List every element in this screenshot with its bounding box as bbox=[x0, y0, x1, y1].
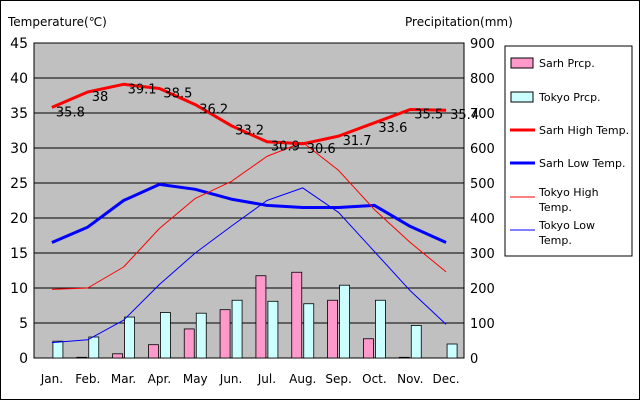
right-tick-labels: 0 100 200 300 400 500 600 700 800 900 bbox=[470, 37, 495, 367]
right-tick-4: 400 bbox=[470, 212, 495, 227]
data-label-sarh-high-6: 30.9 bbox=[271, 140, 300, 155]
right-tick-3: 300 bbox=[470, 247, 495, 262]
bar-sarh-prcp-6 bbox=[255, 275, 267, 359]
bar-tokyo-prcp-0 bbox=[52, 340, 64, 359]
right-tick-2: 200 bbox=[470, 282, 495, 297]
legend-swatch-0 bbox=[510, 57, 534, 69]
right-axis-title: Precipitation(mm) bbox=[405, 15, 513, 29]
legend-label-2: Sarh High Temp. bbox=[539, 124, 629, 137]
data-label-sarh-high-10: 35.5 bbox=[414, 108, 443, 123]
bar-tokyo-prcp-11 bbox=[446, 343, 458, 359]
right-tick-5: 500 bbox=[470, 177, 495, 192]
line-tokyo-high bbox=[51, 141, 447, 290]
left-tick-0: 0 bbox=[19, 351, 28, 367]
legend-label-4: Tokyo High Temp. bbox=[538, 186, 599, 214]
x-tick-9: Oct. bbox=[362, 372, 387, 386]
x-tick-labels: Jan. Feb. Mar. Apr. May Jun. Jul. Aug. Sep. Oct. N… bbox=[40, 372, 460, 386]
right-tick-7: 700 bbox=[470, 107, 495, 122]
legend-label-0: Sarh Prcp. bbox=[539, 57, 595, 70]
left-tick-5: 25 bbox=[10, 176, 28, 192]
bar-sarh-prcp-9 bbox=[363, 338, 374, 359]
bar-tokyo-prcp-3 bbox=[160, 312, 171, 359]
legend-label-1: Tokyo Prcp. bbox=[538, 91, 601, 104]
right-tick-0: 0 bbox=[470, 352, 478, 367]
data-label-sarh-high-2: 39.1 bbox=[128, 82, 157, 97]
right-tick-9: 900 bbox=[470, 37, 495, 52]
bar-sarh-prcp-1 bbox=[76, 356, 88, 359]
data-label-sarh-high-5: 33.2 bbox=[235, 124, 264, 139]
bar-tokyo-prcp-7 bbox=[303, 303, 315, 359]
x-tick-6: Jul. bbox=[257, 372, 276, 386]
left-tick-7: 35 bbox=[10, 106, 28, 122]
bar-sarh-prcp-3 bbox=[148, 344, 159, 359]
left-axis-title: Temperature(℃) bbox=[7, 15, 107, 29]
x-tick-5: Jun. bbox=[219, 372, 243, 386]
x-tick-0: Jan. bbox=[40, 372, 63, 386]
x-tick-3: Apr. bbox=[148, 372, 171, 386]
bar-sarh-prcp-7 bbox=[291, 271, 303, 359]
right-tick-1: 100 bbox=[470, 317, 495, 332]
left-tick-3: 15 bbox=[10, 246, 28, 262]
bar-sarh-prcp-10 bbox=[398, 356, 410, 359]
x-tick-8: Sep. bbox=[325, 372, 351, 386]
legend: Sarh Prcp. Tokyo Prcp. Sarh High Temp. Sarh… bbox=[510, 57, 629, 247]
bar-tokyo-prcp-5 bbox=[231, 299, 243, 359]
bar-tokyo-prcp-8 bbox=[339, 284, 350, 359]
temperature-lines bbox=[51, 82, 447, 344]
right-tick-8: 800 bbox=[470, 72, 495, 87]
bar-tokyo-prcp-1 bbox=[88, 336, 100, 359]
data-label-sarh-high-8: 31.7 bbox=[343, 134, 372, 149]
x-tick-11: Dec. bbox=[433, 372, 460, 386]
legend-label-3: Sarh Low Temp. bbox=[539, 157, 626, 170]
line-sarh-low bbox=[51, 182, 447, 244]
bar-sarh-prcp-2 bbox=[112, 353, 123, 359]
data-label-sarh-high-4: 36.2 bbox=[199, 103, 228, 118]
bar-tokyo-prcp-6 bbox=[267, 300, 279, 359]
x-tick-2: Mar. bbox=[111, 372, 136, 386]
data-label-sarh-high-7: 30.6 bbox=[307, 142, 336, 157]
data-label-sarh-high-9: 33.6 bbox=[378, 121, 407, 136]
bar-tokyo-prcp-2 bbox=[124, 316, 135, 359]
data-label-sarh-high-3: 38.5 bbox=[163, 87, 192, 102]
data-label-sarh-high-1: 38 bbox=[92, 90, 109, 105]
bar-sarh-prcp-5 bbox=[219, 309, 231, 359]
bar-sarh-prcp-4 bbox=[183, 328, 195, 359]
precipitation-bars bbox=[52, 271, 458, 359]
line-sarh-high bbox=[51, 82, 447, 146]
left-tick-8: 40 bbox=[10, 71, 28, 87]
legend-swatch-1 bbox=[510, 91, 534, 103]
data-labels: 35.8 38 39.1 38.5 36.2 33.2 30.9 30.6 31.7 33.6 35… bbox=[56, 82, 479, 157]
left-tick-2: 10 bbox=[10, 281, 28, 297]
bar-tokyo-prcp-9 bbox=[375, 299, 386, 359]
left-tick-4: 20 bbox=[10, 211, 28, 227]
line-tokyo-low bbox=[51, 187, 447, 344]
left-tick-6: 30 bbox=[10, 141, 28, 157]
bar-sarh-prcp-8 bbox=[327, 299, 338, 359]
data-label-sarh-high-0: 35.8 bbox=[56, 105, 85, 120]
left-tick-9: 45 bbox=[10, 36, 28, 52]
data-label-sarh-high-11: 35.4 bbox=[450, 108, 479, 123]
plot-area bbox=[33, 42, 465, 359]
legend-box bbox=[504, 45, 633, 257]
x-tick-4: May bbox=[183, 372, 208, 386]
left-tick-labels: 0 5 10 15 20 25 30 35 40 45 bbox=[10, 36, 28, 367]
x-tick-1: Feb. bbox=[75, 372, 100, 386]
bar-tokyo-prcp-4 bbox=[195, 312, 207, 359]
grid-lines bbox=[34, 77, 464, 324]
x-tick-7: Aug. bbox=[289, 372, 316, 386]
bar-tokyo-prcp-10 bbox=[410, 325, 422, 359]
left-tick-1: 5 bbox=[19, 316, 28, 332]
legend-label-5: Tokyo Low Temp. bbox=[538, 219, 595, 247]
x-tick-10: Nov. bbox=[397, 372, 423, 386]
right-tick-6: 600 bbox=[470, 142, 495, 157]
